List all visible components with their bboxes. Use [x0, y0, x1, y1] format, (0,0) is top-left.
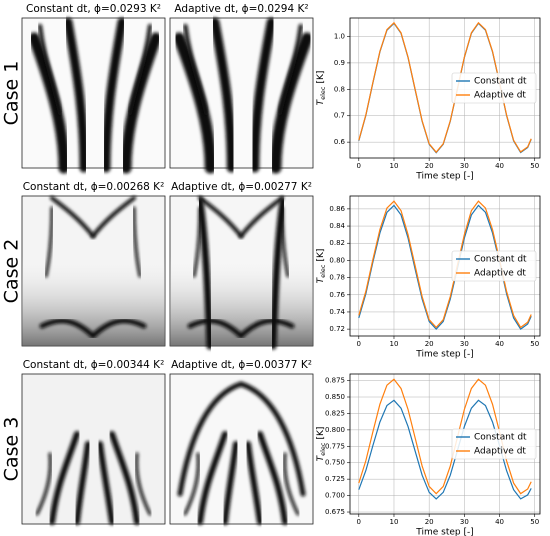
y-axis-label-part: elec — [319, 442, 327, 456]
y-tick-label: 0.78 — [329, 274, 345, 282]
topology-image — [22, 196, 165, 346]
legend-label: Adaptive dt — [474, 269, 526, 279]
plot-frame — [349, 17, 541, 159]
x-tick-label: 20 — [425, 340, 434, 348]
x-tick-label: 40 — [495, 162, 504, 170]
y-tick-label: 0.750 — [325, 459, 345, 467]
line-chart: 0.72 0.74 0.76 0.78 0.80 0.82 0.84 0.86 0 10 20 30 4… — [316, 195, 541, 360]
x-tick-label: 50 — [530, 518, 539, 526]
series-line — [358, 21, 532, 154]
x-axis-label: Time step [-] — [415, 350, 474, 360]
x-tick-label: 0 — [357, 340, 361, 348]
x-tick-label: 10 — [390, 518, 399, 526]
y-axis-label-part: [K] — [316, 71, 326, 84]
y-tick-label: 0.82 — [329, 239, 345, 247]
y-tick-label: 0.775 — [325, 442, 345, 450]
legend-box — [451, 428, 537, 460]
y-tick-label: 0.7 — [334, 112, 345, 120]
topology-image — [21, 373, 166, 524]
x-tick-label: 40 — [495, 518, 504, 526]
y-tick-label: 0.725 — [325, 475, 345, 483]
x-tick-label: 10 — [390, 340, 399, 348]
x-tick-label: 0 — [357, 518, 361, 526]
x-axis-label: Time step [-] — [415, 528, 474, 536]
image-title: Constant dt, ϕ=0.00344 K² — [23, 359, 165, 371]
plot-frame — [349, 373, 541, 515]
y-tick-label: 0.8 — [334, 85, 345, 93]
legend: Constant dt Adaptive dt — [451, 72, 537, 104]
y-tick-label: 0.6 — [334, 138, 346, 146]
legend-label: Adaptive dt — [474, 91, 526, 101]
y-tick-label: 0.875 — [325, 377, 345, 385]
y-axis-label-part: T — [316, 98, 326, 105]
legend-box — [451, 250, 537, 282]
y-tick-label: 0.80 — [329, 256, 345, 264]
y-tick-label: 0.74 — [329, 308, 345, 316]
legend-label: Constant dt — [474, 255, 527, 265]
image-title: Constant dt, ϕ=0.0293 K² — [26, 3, 161, 15]
x-tick-label: 40 — [495, 340, 504, 348]
line-chart: 0.675 0.700 0.725 0.750 0.775 0.800 0.825 0.850… — [316, 373, 541, 536]
y-axis-label: Telec [K] — [316, 71, 328, 106]
y-tick-label: 0.9 — [334, 59, 345, 67]
legend: Constant dt Adaptive dt — [451, 250, 537, 282]
y-axis-label: Telec [K] — [316, 427, 328, 462]
topology-image — [21, 18, 166, 168]
image-title: Constant dt, ϕ=0.00268 K² — [23, 181, 165, 193]
legend: Constant dt Adaptive dt — [451, 428, 537, 460]
x-tick-label: 10 — [390, 162, 399, 170]
y-tick-label: 0.84 — [329, 222, 345, 230]
x-axis-label: Time step [-] — [415, 172, 474, 182]
y-tick-label: 0.700 — [325, 492, 345, 500]
image-title: Adaptive dt, ϕ=0.0294 K² — [174, 3, 308, 15]
plot-frame — [349, 195, 541, 337]
image-title: Adaptive dt, ϕ=0.00277 K² — [171, 181, 312, 193]
topology-images — [22, 18, 313, 524]
legend-label: Adaptive dt — [474, 447, 526, 457]
x-tick-label: 20 — [425, 518, 434, 526]
y-tick-label: 0.76 — [329, 291, 345, 299]
legend-box — [451, 72, 537, 104]
legend-label: Constant dt — [474, 77, 527, 87]
topology-image — [169, 373, 314, 524]
y-tick-label: 0.825 — [325, 409, 345, 417]
y-tick-label: 0.675 — [325, 508, 345, 516]
topology-image — [169, 18, 314, 168]
y-axis-label-part: [K] — [316, 427, 326, 440]
y-axis-label-part: [K] — [316, 249, 326, 262]
y-axis-label-part: T — [316, 276, 326, 283]
line-chart: 0.6 0.7 0.8 0.9 1.0 0 10 20 30 40 50 Time step [-] T… — [316, 17, 541, 182]
y-tick-label: 0.800 — [325, 426, 345, 434]
topology-image — [170, 196, 313, 346]
x-tick-label: 0 — [357, 162, 361, 170]
y-tick-label: 0.72 — [329, 325, 345, 333]
y-tick-label: 0.850 — [325, 393, 345, 401]
y-axis-label-part: T — [316, 454, 326, 461]
case-label: Case 3 — [1, 417, 23, 482]
y-tick-label: 0.86 — [329, 205, 345, 213]
x-tick-label: 20 — [425, 162, 434, 170]
x-tick-label: 50 — [530, 340, 539, 348]
series-line — [358, 399, 532, 500]
legend-label: Constant dt — [474, 433, 527, 443]
series-line — [358, 200, 532, 329]
image-title: Adaptive dt, ϕ=0.00377 K² — [171, 359, 312, 371]
y-tick-label: 1.0 — [334, 32, 345, 40]
case-label: Case 2 — [1, 239, 23, 304]
x-tick-label: 50 — [530, 162, 539, 170]
x-tick-label: 30 — [460, 162, 469, 170]
case-label: Case 1 — [1, 61, 23, 126]
y-axis-label-part: elec — [319, 86, 327, 100]
y-axis-label-part: elec — [319, 264, 327, 278]
x-tick-label: 30 — [460, 518, 469, 526]
x-tick-label: 30 — [460, 340, 469, 348]
y-axis-label: Telec [K] — [316, 249, 328, 284]
